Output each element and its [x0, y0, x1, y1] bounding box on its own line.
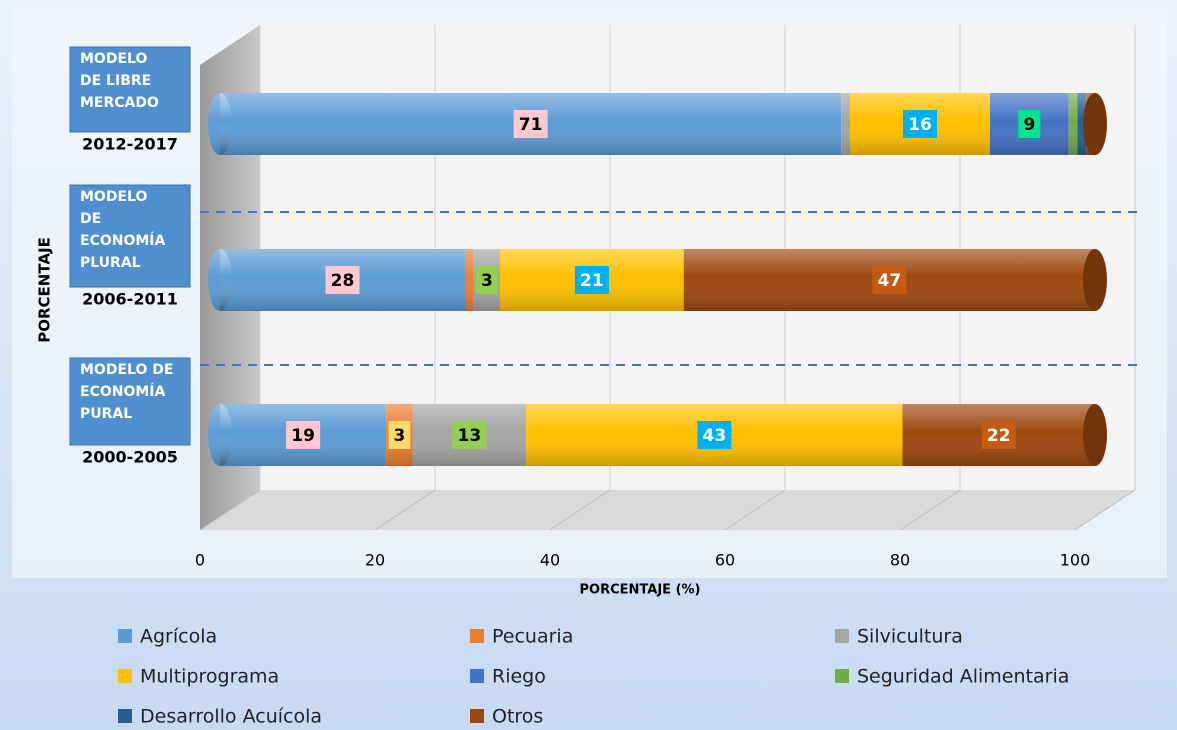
data-label-bg — [452, 421, 487, 449]
data-label-bg — [325, 266, 360, 294]
bar-cap-right-shade — [1083, 404, 1107, 466]
group-label: PURAL — [80, 406, 132, 422]
bar-shade — [220, 93, 1095, 155]
data-label-bg — [872, 266, 907, 294]
y-axis-label: PORCENTAJE — [36, 237, 54, 343]
data-label: 9 — [1023, 115, 1035, 135]
legend-swatch — [835, 669, 849, 683]
group-box — [69, 46, 191, 133]
group-box — [69, 357, 191, 446]
data-label-bg — [286, 421, 321, 449]
legend-label: Multiprograma — [140, 666, 279, 688]
data-label: 13 — [458, 426, 482, 446]
bar-cap-right — [1083, 404, 1107, 466]
legend-swatch — [470, 669, 484, 683]
group-box — [69, 184, 191, 288]
group-label: MERCADO — [80, 95, 159, 111]
data-label: 19 — [291, 426, 315, 446]
y-tick-label: 2000-2005 — [82, 448, 178, 467]
bar-cap-right — [1083, 93, 1107, 155]
data-label-bg — [388, 421, 411, 449]
data-label-bg — [1018, 110, 1041, 138]
x-tick-label: 100 — [1060, 551, 1091, 570]
floor-grid-line — [899, 489, 961, 531]
group-label: MODELO — [80, 189, 147, 205]
group-label: MODELO DE — [80, 362, 173, 378]
data-label-bg — [513, 110, 548, 138]
data-label-bg — [903, 110, 937, 138]
legend-label: Agrícola — [140, 626, 217, 648]
legend-swatch — [470, 709, 484, 723]
x-tick-label: 20 — [365, 551, 385, 570]
data-label: 3 — [481, 271, 493, 291]
bar-cap-right — [1083, 249, 1107, 311]
data-label: 21 — [580, 271, 604, 291]
data-label: 22 — [987, 426, 1011, 446]
floor-grid-line — [549, 489, 611, 531]
legend-label: Pecuaria — [492, 626, 573, 648]
floor — [200, 490, 1135, 530]
floor-grid-line — [1074, 489, 1136, 531]
data-label: 16 — [908, 115, 932, 135]
bar-cap-right-shade — [1083, 249, 1107, 311]
group-label: DE — [80, 211, 101, 227]
bar-shade — [220, 249, 1095, 311]
legend-label: Desarrollo Acuícola — [140, 706, 322, 728]
data-label: 71 — [519, 115, 543, 135]
floor-grid-line — [374, 489, 436, 531]
legend-label: Seguridad Alimentaria — [857, 666, 1069, 688]
data-label-bg — [475, 266, 498, 294]
legend-label: Silvicultura — [857, 626, 963, 648]
bar-cap-right-shade — [1083, 93, 1107, 155]
data-label: 47 — [878, 271, 902, 291]
legend-swatch — [470, 629, 484, 643]
legend-swatch — [118, 629, 132, 643]
group-label: DE LIBRE — [80, 73, 151, 89]
data-label: 43 — [703, 426, 727, 446]
floor-grid-line — [199, 489, 261, 531]
group-label: ECONOMÍA — [80, 232, 165, 249]
x-tick-label: 0 — [195, 551, 205, 570]
legend-swatch — [118, 709, 132, 723]
legend-swatch — [118, 669, 132, 683]
y-tick-label: 2012-2017 — [82, 135, 178, 154]
data-label: 28 — [331, 271, 355, 291]
bar-shade — [220, 404, 1095, 466]
x-tick-label: 40 — [540, 551, 560, 570]
y-tick-label: 2006-2011 — [82, 290, 178, 309]
data-label-bg — [697, 421, 732, 449]
group-label: ECONOMÍA — [80, 383, 165, 400]
legend-label: Riego — [492, 666, 546, 688]
data-label-bg — [574, 266, 609, 294]
data-label: 3 — [393, 426, 405, 446]
x-tick-label: 60 — [715, 551, 735, 570]
x-axis-label: PORCENTAJE (%) — [580, 583, 701, 598]
x-tick-label: 80 — [890, 551, 910, 570]
group-label: MODELO — [80, 51, 147, 67]
legend-label: Otros — [492, 706, 543, 728]
floor-grid-line — [724, 489, 786, 531]
legend-swatch — [835, 629, 849, 643]
data-label-bg — [981, 421, 1016, 449]
group-label: PLURAL — [80, 255, 141, 271]
